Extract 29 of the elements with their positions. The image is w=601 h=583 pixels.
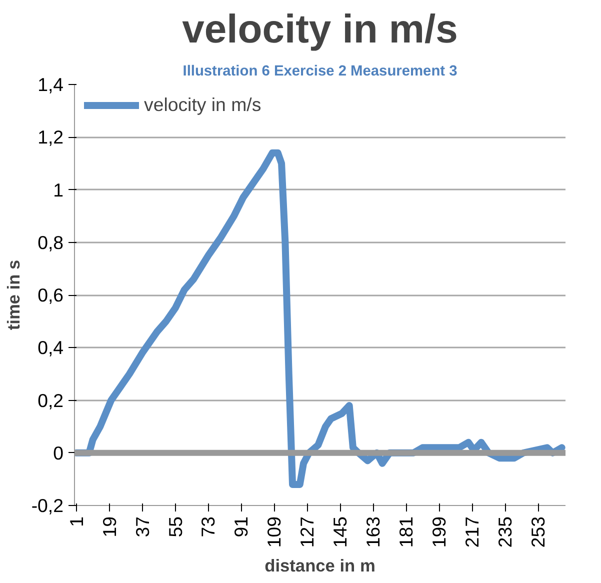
legend-label: velocity in m/s: [144, 94, 262, 116]
x-tick-label: 199: [428, 516, 450, 548]
y-tick-label: 1,4: [38, 74, 64, 95]
y-axis-title: time in s: [3, 260, 24, 330]
y-tick-label: 0,4: [38, 337, 64, 358]
x-tick-label: 55: [164, 516, 186, 538]
y-tick-label: 1: [53, 179, 64, 200]
y-tick-label: 0,6: [38, 284, 64, 306]
x-tick-label: 127: [296, 516, 318, 548]
x-tick-label: 235: [494, 516, 516, 548]
x-tick-label: 19: [98, 516, 120, 538]
chart-title: velocity in m/s: [182, 8, 458, 52]
x-tick-label: 163: [362, 516, 384, 548]
x-tick-label: 1: [66, 516, 87, 527]
x-tick-label: 37: [132, 516, 153, 538]
x-tick-label: 217: [462, 516, 483, 548]
y-tick-label: -0,2: [31, 495, 64, 516]
x-axis-title: distance in m: [264, 556, 376, 576]
y-tick-label: 1,2: [38, 126, 64, 148]
x-tick-label: 181: [396, 516, 417, 548]
x-tick-label: 145: [330, 516, 351, 548]
text: Illustration 6 Exercise 2 Measurement 3: [182, 64, 458, 80]
y-tick-label: 0,8: [38, 232, 64, 253]
x-tick-label: 109: [264, 516, 285, 548]
x-tick-label: 91: [230, 516, 252, 538]
x-tick-label: 73: [198, 516, 219, 538]
y-tick-label: 0: [53, 442, 64, 464]
x-tick-label: 253: [528, 516, 549, 548]
y-tick-label: 0,2: [38, 390, 64, 411]
